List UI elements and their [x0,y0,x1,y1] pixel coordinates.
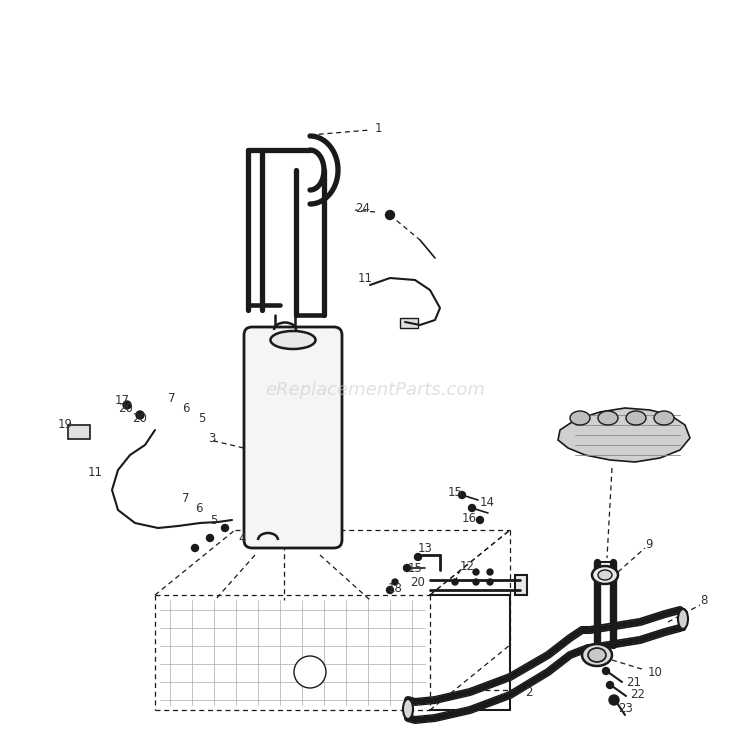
Text: 11: 11 [88,465,103,479]
Ellipse shape [678,609,688,629]
Text: 10: 10 [648,666,663,679]
Circle shape [487,579,493,585]
Circle shape [458,492,466,498]
Text: 20: 20 [132,411,147,424]
Text: 14: 14 [480,496,495,509]
Text: 9: 9 [645,539,652,551]
Text: 24: 24 [355,202,370,215]
Text: 19: 19 [58,419,73,432]
Text: 1: 1 [375,122,382,134]
Circle shape [123,401,131,409]
Text: 16: 16 [462,512,477,525]
Ellipse shape [588,648,606,662]
Text: 13: 13 [418,542,433,554]
Text: 17: 17 [115,394,130,407]
Circle shape [392,579,398,585]
Text: 11: 11 [358,271,373,284]
Circle shape [206,534,214,542]
Ellipse shape [403,699,413,719]
Text: 18: 18 [388,581,403,594]
Text: 2: 2 [525,687,532,699]
Text: 6: 6 [182,402,190,414]
Polygon shape [558,408,690,462]
Ellipse shape [598,570,612,580]
Text: 3: 3 [208,432,215,444]
Text: 21: 21 [626,676,641,688]
Text: 12: 12 [460,561,475,573]
Text: 7: 7 [182,492,190,504]
Text: 20: 20 [118,402,133,414]
Circle shape [386,586,394,594]
Bar [515,575,527,595]
Ellipse shape [598,411,618,425]
Ellipse shape [592,566,618,584]
Text: 5: 5 [210,514,218,526]
Text: 20: 20 [410,575,424,589]
Circle shape [473,569,479,575]
Circle shape [452,579,458,585]
Text: 22: 22 [630,688,645,701]
Text: 4: 4 [238,531,245,545]
Circle shape [136,411,144,419]
Circle shape [294,656,326,688]
Circle shape [487,569,493,575]
Ellipse shape [570,411,590,425]
Text: 8: 8 [700,594,707,606]
Bar [400,318,418,328]
Text: 15: 15 [448,485,463,498]
Circle shape [386,210,394,219]
Ellipse shape [654,411,674,425]
Circle shape [221,525,229,531]
Text: eReplacementParts.com: eReplacementParts.com [265,381,485,399]
Circle shape [415,553,422,561]
Text: 15: 15 [408,561,423,575]
FancyBboxPatch shape [244,327,342,548]
Circle shape [473,579,479,585]
Circle shape [469,504,476,512]
Bar [68,425,90,439]
Circle shape [191,545,199,551]
Text: 5: 5 [198,411,206,424]
Circle shape [609,695,619,705]
Ellipse shape [626,411,646,425]
Circle shape [476,517,484,523]
Text: 23: 23 [618,701,633,715]
Ellipse shape [582,644,612,666]
Circle shape [602,668,610,674]
Circle shape [404,564,410,572]
Ellipse shape [271,331,316,349]
Text: 7: 7 [168,391,176,405]
Circle shape [607,682,613,688]
Text: 6: 6 [195,501,202,515]
